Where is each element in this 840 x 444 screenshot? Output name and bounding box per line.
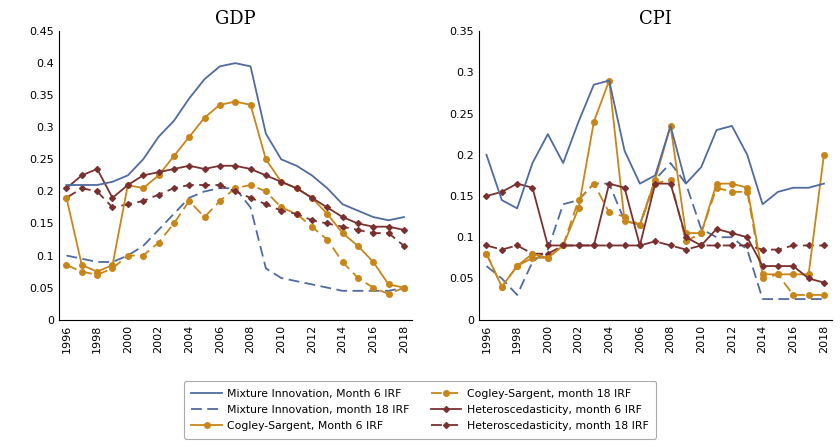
Title: CPI: CPI bbox=[639, 10, 671, 28]
Legend: Mixture Innovation, Month 6 IRF, Mixture Innovation, month 18 IRF, Cogley-Sargen: Mixture Innovation, Month 6 IRF, Mixture… bbox=[184, 381, 656, 439]
Title: GDP: GDP bbox=[215, 10, 255, 28]
